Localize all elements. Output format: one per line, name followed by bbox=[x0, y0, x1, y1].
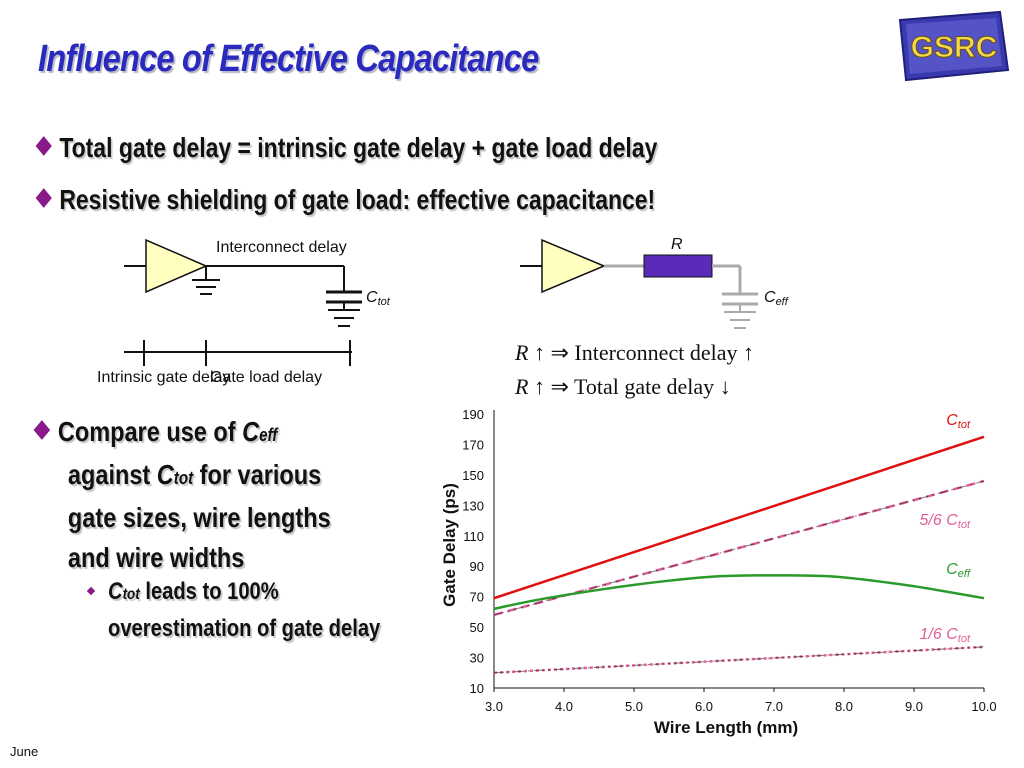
series-label: Ceff bbox=[946, 561, 971, 580]
capacitor-ceff-icon bbox=[722, 292, 758, 329]
intrinsic-gate-delay-label: Intrinsic gate delay bbox=[97, 369, 230, 386]
gate-load-delay-label: Gate load delay bbox=[210, 369, 322, 386]
bullet-1-text: Total gate delay = intrinsic gate delay … bbox=[59, 132, 658, 163]
x-tick-label: 9.0 bbox=[905, 699, 923, 714]
bullet-2: Resistive shielding of gate load: effect… bbox=[35, 184, 656, 216]
x-tick-label: 7.0 bbox=[765, 699, 783, 714]
x-tick-label: 5.0 bbox=[625, 699, 643, 714]
y-tick-label: 110 bbox=[463, 529, 484, 544]
y-tick-label: 50 bbox=[470, 620, 484, 635]
interconnect-delay-label: Interconnect delay bbox=[216, 239, 347, 256]
series-label: Ctot bbox=[946, 412, 971, 431]
y-tick-label: 30 bbox=[470, 651, 484, 666]
sub-bullet: Ctot leads to 100% overestimation of gat… bbox=[108, 578, 381, 642]
y-tick-label: 70 bbox=[470, 590, 484, 605]
capacitor-ctot-icon bbox=[326, 290, 362, 327]
r-label: R bbox=[671, 236, 683, 253]
right-circuit-diagram: R Ceff bbox=[520, 236, 789, 329]
y-tick-label: 130 bbox=[462, 498, 484, 513]
bullet-1: Total gate delay = intrinsic gate delay … bbox=[35, 132, 658, 164]
x-tick-label: 3.0 bbox=[485, 699, 503, 714]
bullet-2-text: Resistive shielding of gate load: effect… bbox=[59, 184, 656, 215]
logo-text: GSRC bbox=[911, 31, 998, 64]
ctot-label: Ctot bbox=[366, 289, 391, 308]
ground-icon bbox=[192, 279, 220, 295]
y-tick-label: 90 bbox=[470, 559, 484, 574]
series-label: 5/6 Ctot bbox=[920, 512, 971, 531]
equation-1: R ↑ ⇒ Interconnect delay ↑ bbox=[515, 340, 754, 365]
y-tick-label: 10 bbox=[470, 681, 484, 696]
ceff-label: Ceff bbox=[764, 289, 789, 308]
left-circuit-diagram: Interconnect delay Ctot Intrinsic gate d… bbox=[97, 238, 391, 386]
series-label: 1/6 Ctot bbox=[920, 626, 971, 645]
x-axis-label: Wire Length (mm) bbox=[654, 718, 798, 737]
equation-2: R ↑ ⇒ Total gate delay ↓ bbox=[515, 374, 731, 399]
y-axis-label: Gate Delay (ps) bbox=[440, 483, 459, 607]
compare-bullet: Compare use of Ceff against Ctot for var… bbox=[33, 412, 331, 578]
driver-gate-icon bbox=[145, 238, 208, 294]
y-tick-label: 170 bbox=[462, 437, 484, 452]
y-tick-label: 150 bbox=[462, 468, 484, 483]
series-overlay-line bbox=[493, 646, 985, 674]
y-tick-label: 190 bbox=[462, 407, 484, 422]
x-tick-label: 10.0 bbox=[971, 699, 996, 714]
driver-gate-icon bbox=[541, 238, 606, 294]
delay-timeline bbox=[124, 340, 352, 366]
x-tick-label: 6.0 bbox=[695, 699, 713, 714]
gsrc-logo: GSRC bbox=[898, 10, 1010, 82]
x-tick-label: 4.0 bbox=[555, 699, 573, 714]
series-line bbox=[493, 435, 985, 600]
slide-title: Influence of Effective Capacitance bbox=[38, 38, 539, 80]
footer-date: June bbox=[10, 744, 39, 759]
x-tick-label: 8.0 bbox=[835, 699, 853, 714]
series-line bbox=[493, 574, 985, 611]
